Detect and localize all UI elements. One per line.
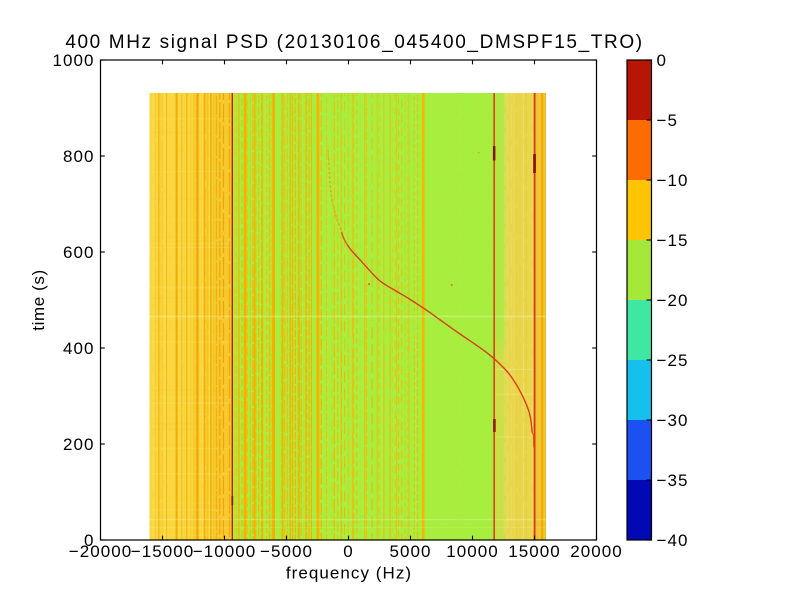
svg-text:20000: 20000 (570, 542, 623, 561)
svg-text:−10: −10 (657, 171, 689, 190)
svg-text:400 MHz signal PSD (20130106_0: 400 MHz signal PSD (20130106_045400_DMSP… (65, 32, 643, 53)
svg-text:−30: −30 (657, 411, 689, 430)
svg-text:−5000: −5000 (260, 542, 313, 561)
svg-text:200: 200 (63, 435, 95, 454)
svg-text:800: 800 (63, 147, 95, 166)
svg-text:5000: 5000 (389, 542, 431, 561)
svg-text:−10000: −10000 (193, 542, 257, 561)
svg-text:−20000: −20000 (69, 542, 133, 561)
svg-text:−15000: −15000 (131, 542, 195, 561)
svg-text:−40: −40 (657, 531, 689, 550)
svg-text:400: 400 (63, 339, 95, 358)
svg-text:−15: −15 (657, 231, 689, 250)
svg-text:1000: 1000 (52, 51, 94, 70)
svg-text:time (s): time (s) (29, 269, 48, 330)
svg-text:0: 0 (84, 531, 95, 550)
svg-text:−35: −35 (657, 471, 689, 490)
svg-text:0: 0 (343, 542, 354, 561)
svg-text:−20: −20 (657, 291, 689, 310)
svg-text:10000: 10000 (446, 542, 499, 561)
svg-text:−5: −5 (657, 111, 678, 130)
svg-text:600: 600 (63, 243, 95, 262)
svg-text:frequency (Hz): frequency (Hz) (286, 564, 412, 583)
svg-text:15000: 15000 (508, 542, 561, 561)
svg-text:0: 0 (657, 51, 668, 70)
svg-text:−25: −25 (657, 351, 689, 370)
